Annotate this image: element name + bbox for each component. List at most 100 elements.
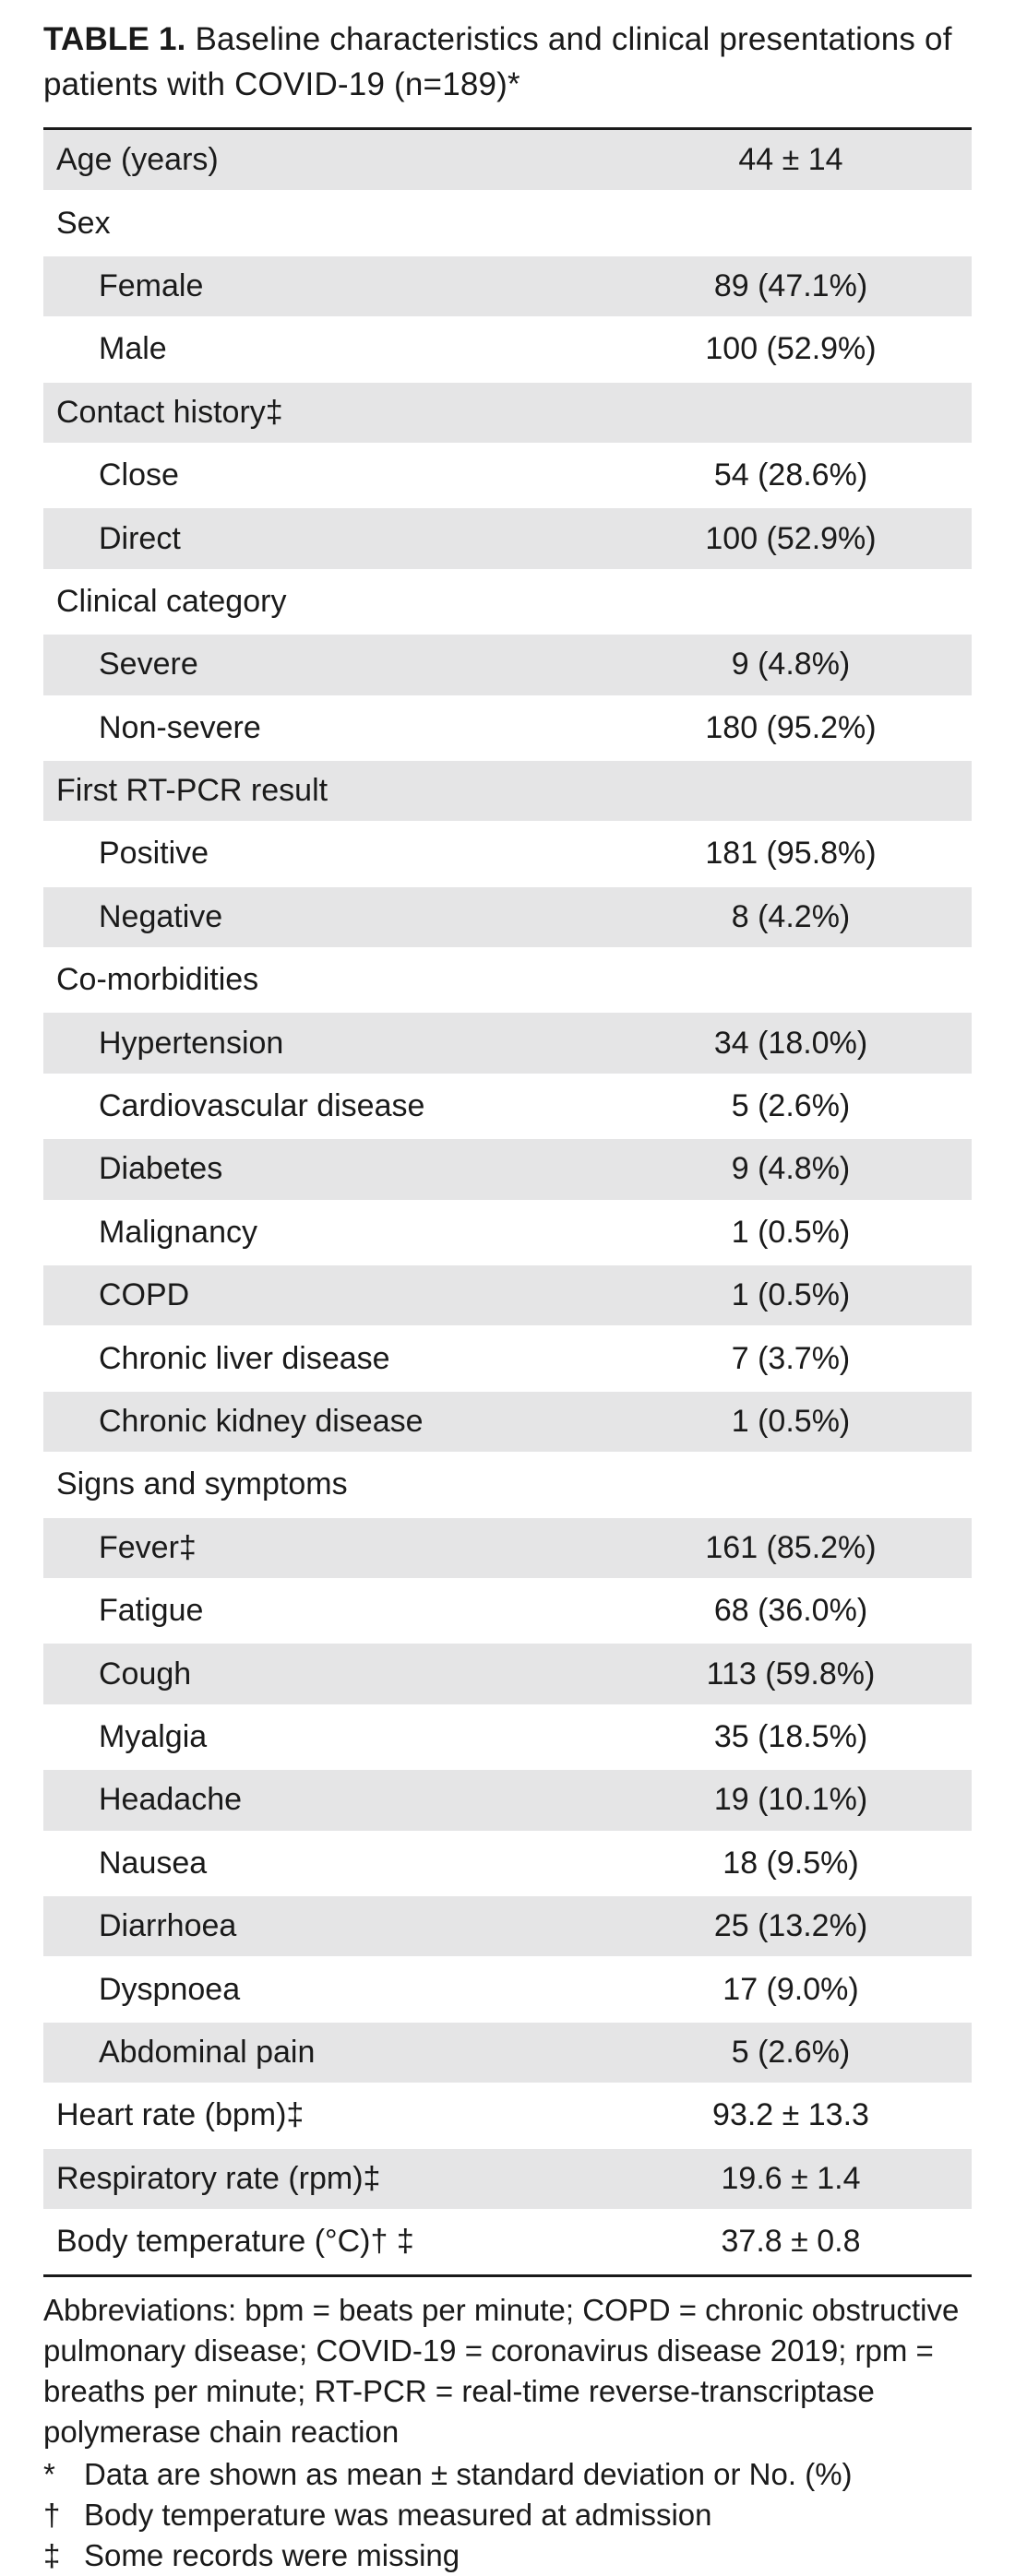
row-sublabel: Positive xyxy=(43,824,628,887)
row-value: 89 (47.1%) xyxy=(628,255,972,320)
table-row: Dyspnoea 17 (9.0%) xyxy=(43,1959,972,2023)
row-sublabel: Hypertension xyxy=(43,1013,628,1076)
row-sublabel: Cardiovascular disease xyxy=(43,1076,628,1140)
row-value: 93.2 ± 13.3 xyxy=(628,2085,972,2149)
footnote-text: Body temperature was measured at admissi… xyxy=(84,2498,712,2533)
row-value: 37.8 ± 0.8 xyxy=(628,2212,972,2275)
row-sublabel: Negative xyxy=(43,886,628,951)
row-value: 68 (36.0%) xyxy=(628,1581,972,1644)
row-value xyxy=(628,760,972,825)
footnote-text: Some records were missing xyxy=(84,2538,460,2573)
table-row: Negative 8 (4.2%) xyxy=(43,886,972,951)
row-sublabel: Cough xyxy=(43,1644,628,1707)
table-row: Positive 181 (95.8%) xyxy=(43,824,972,887)
row-value xyxy=(628,1454,972,1518)
footnote-symbol: † xyxy=(43,2498,61,2533)
row-sublabel: Chronic liver disease xyxy=(43,1328,628,1392)
table-bottom-rule xyxy=(43,2274,972,2278)
table-row: Diabetes 9 (4.8%) xyxy=(43,1139,972,1203)
row-sublabel: Female xyxy=(43,255,628,320)
row-sublabel: Male xyxy=(43,319,628,383)
row-value: 181 (95.8%) xyxy=(628,824,972,887)
row-value: 180 (95.2%) xyxy=(628,698,972,761)
table-row: Chronic kidney disease 1 (0.5%) xyxy=(43,1391,972,1455)
row-value: 34 (18.0%) xyxy=(628,1013,972,1076)
row-value: 9 (4.8%) xyxy=(628,635,972,698)
table-row: Fever‡ 161 (85.2%) xyxy=(43,1517,972,1581)
row-label: Co-morbidities xyxy=(43,950,628,1014)
table-body: Age (years) 44 ± 14 Sex Female 89 (47.1%) Mal… xyxy=(43,130,972,2275)
abbreviations-note: Abbreviations: bpm = beats per minute; C… xyxy=(43,2293,960,2450)
row-value: 35 (18.5%) xyxy=(628,1707,972,1771)
table-row: Close 54 (28.6%) xyxy=(43,445,972,509)
table-row: Body temperature (°C)† ‡ 37.8 ± 0.8 xyxy=(43,2212,972,2275)
row-sublabel: Close xyxy=(43,445,628,509)
row-label: Body temperature (°C)† ‡ xyxy=(43,2212,628,2275)
row-sublabel: Diarrhoea xyxy=(43,1895,628,1960)
row-value: 25 (13.2%) xyxy=(628,1895,972,1960)
row-sublabel: Non-severe xyxy=(43,698,628,761)
table-top-rule xyxy=(43,127,972,130)
table-row: Malignancy 1 (0.5%) xyxy=(43,1203,972,1266)
table-row: Female 89 (47.1%) xyxy=(43,255,972,320)
document-page: TABLE 1. Baseline characteristics and cl… xyxy=(43,17,972,2572)
table-row: Respiratory rate (rpm)‡ 19.6 ± 1.4 xyxy=(43,2148,972,2212)
table-row: COPD 1 (0.5%) xyxy=(43,1265,972,1329)
baseline-characteristics-table: Age (years) 44 ± 14 Sex Female 89 (47.1%) Mal… xyxy=(43,130,972,2275)
row-value xyxy=(628,572,972,635)
row-sublabel: Direct xyxy=(43,508,628,572)
table-row: Diarrhoea 25 (13.2%) xyxy=(43,1895,972,1960)
table-row: Nausea 18 (9.5%) xyxy=(43,1834,972,1896)
table-row: Heart rate (bpm)‡ 93.2 ± 13.3 xyxy=(43,2085,972,2149)
row-value: 7 (3.7%) xyxy=(628,1328,972,1392)
table-caption-text: Baseline characteristics and clinical pr… xyxy=(43,21,952,102)
row-value: 161 (85.2%) xyxy=(628,1517,972,1581)
row-sublabel: COPD xyxy=(43,1265,628,1329)
row-value xyxy=(628,193,972,256)
row-value: 18 (9.5%) xyxy=(628,1834,972,1896)
row-sublabel: Chronic kidney disease xyxy=(43,1391,628,1455)
footnote: * Data are shown as mean ± standard devia… xyxy=(43,2454,972,2495)
row-sublabel: Diabetes xyxy=(43,1139,628,1203)
table-row: Cardiovascular disease 5 (2.6%) xyxy=(43,1076,972,1140)
table-row: Hypertension 34 (18.0%) xyxy=(43,1013,972,1076)
table-caption-label: TABLE 1. xyxy=(43,21,186,57)
table-row: Chronic liver disease 7 (3.7%) xyxy=(43,1328,972,1392)
row-label: Signs and symptoms xyxy=(43,1454,628,1518)
row-value: 19 (10.1%) xyxy=(628,1770,972,1834)
table-row: Clinical category xyxy=(43,572,972,635)
table-row: Non-severe 180 (95.2%) xyxy=(43,698,972,761)
table-row: Headache 19 (10.1%) xyxy=(43,1770,972,1834)
table-row: Age (years) 44 ± 14 xyxy=(43,130,972,194)
row-label: Clinical category xyxy=(43,572,628,635)
row-value: 8 (4.2%) xyxy=(628,886,972,951)
row-label: Age (years) xyxy=(43,130,628,194)
row-value: 54 (28.6%) xyxy=(628,445,972,509)
table-row: Abdominal pain 5 (2.6%) xyxy=(43,2022,972,2086)
row-value: 1 (0.5%) xyxy=(628,1203,972,1266)
row-value: 100 (52.9%) xyxy=(628,319,972,383)
footnote-text: Data are shown as mean ± standard deviat… xyxy=(84,2457,853,2492)
row-value: 19.6 ± 1.4 xyxy=(628,2148,972,2212)
row-sublabel: Severe xyxy=(43,635,628,698)
table-row: Male 100 (52.9%) xyxy=(43,319,972,383)
row-value: 17 (9.0%) xyxy=(628,1959,972,2023)
table-row: Cough 113 (59.8%) xyxy=(43,1644,972,1707)
row-value: 44 ± 14 xyxy=(628,130,972,194)
row-value: 9 (4.8%) xyxy=(628,1139,972,1203)
row-value: 113 (59.8%) xyxy=(628,1644,972,1707)
footnote-symbol: ‡ xyxy=(43,2538,61,2573)
table-row: Direct 100 (52.9%) xyxy=(43,508,972,572)
row-sublabel: Headache xyxy=(43,1770,628,1834)
table-caption: TABLE 1. Baseline characteristics and cl… xyxy=(43,17,972,107)
row-value: 5 (2.6%) xyxy=(628,1076,972,1140)
row-value xyxy=(628,382,972,445)
footnote-symbol: * xyxy=(43,2457,55,2492)
row-sublabel: Nausea xyxy=(43,1834,628,1896)
table-row: Severe 9 (4.8%) xyxy=(43,635,972,698)
row-value: 1 (0.5%) xyxy=(628,1391,972,1455)
table-row: First RT-PCR result xyxy=(43,760,972,825)
table-row: Fatigue 68 (36.0%) xyxy=(43,1581,972,1644)
row-value: 1 (0.5%) xyxy=(628,1265,972,1329)
footnote: ‡ Some records were missing xyxy=(43,2535,972,2576)
